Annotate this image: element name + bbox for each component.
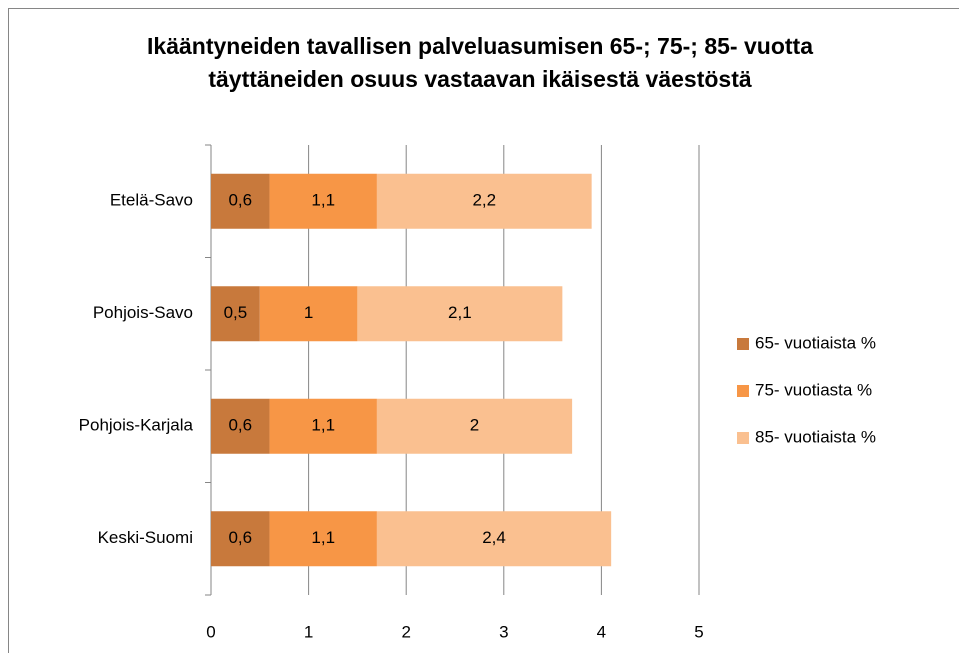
bar-segment — [269, 511, 377, 567]
legend-label: 85- vuotiaista % — [755, 427, 876, 446]
bar-segment — [376, 173, 592, 229]
chart-border — [8, 8, 959, 653]
chart-title: Ikääntyneiden tavallisen palveluasumisen… — [147, 33, 813, 92]
data-label: 2 — [470, 416, 479, 435]
x-tick-label: 2 — [401, 622, 410, 641]
y-tick-label: Pohjois-Karjala — [79, 416, 194, 435]
data-label: 2,4 — [482, 528, 506, 547]
bar-segment — [269, 173, 377, 229]
y-tick-label: Keski-Suomi — [98, 528, 193, 547]
x-tick-label: 3 — [499, 622, 508, 641]
x-tick-label: 0 — [206, 622, 215, 641]
data-label: 1,1 — [311, 191, 335, 210]
data-label: 2,2 — [472, 191, 496, 210]
x-tick-label: 5 — [694, 622, 703, 641]
data-label: 0,6 — [228, 416, 252, 435]
bar-segment — [376, 398, 573, 454]
legend-swatch — [737, 432, 749, 444]
bar-segment — [269, 398, 377, 454]
bar-segment — [211, 398, 270, 454]
x-tick-label: 1 — [304, 622, 313, 641]
legend-swatch — [737, 338, 749, 350]
bar-segment — [357, 286, 563, 342]
data-label: 1 — [304, 303, 313, 322]
data-label: 1,1 — [311, 416, 335, 435]
bar-segment — [211, 173, 270, 229]
legend-label: 65- vuotiaista % — [755, 333, 876, 352]
x-tick-label: 4 — [597, 622, 606, 641]
legend-label: 75- vuotiasta % — [755, 380, 872, 399]
legend-swatch — [737, 385, 749, 397]
data-label: 2,1 — [448, 303, 472, 322]
bar-segment — [211, 511, 270, 567]
bar-segment — [376, 511, 612, 567]
y-tick-label: Pohjois-Savo — [93, 303, 193, 322]
data-label: 0,5 — [224, 303, 248, 322]
bar-segment — [259, 286, 358, 342]
data-label: 1,1 — [311, 528, 335, 547]
y-tick-label: Etelä-Savo — [110, 191, 193, 210]
data-label: 0,6 — [228, 191, 252, 210]
data-label: 0,6 — [228, 528, 252, 547]
bar-segment — [211, 286, 260, 342]
